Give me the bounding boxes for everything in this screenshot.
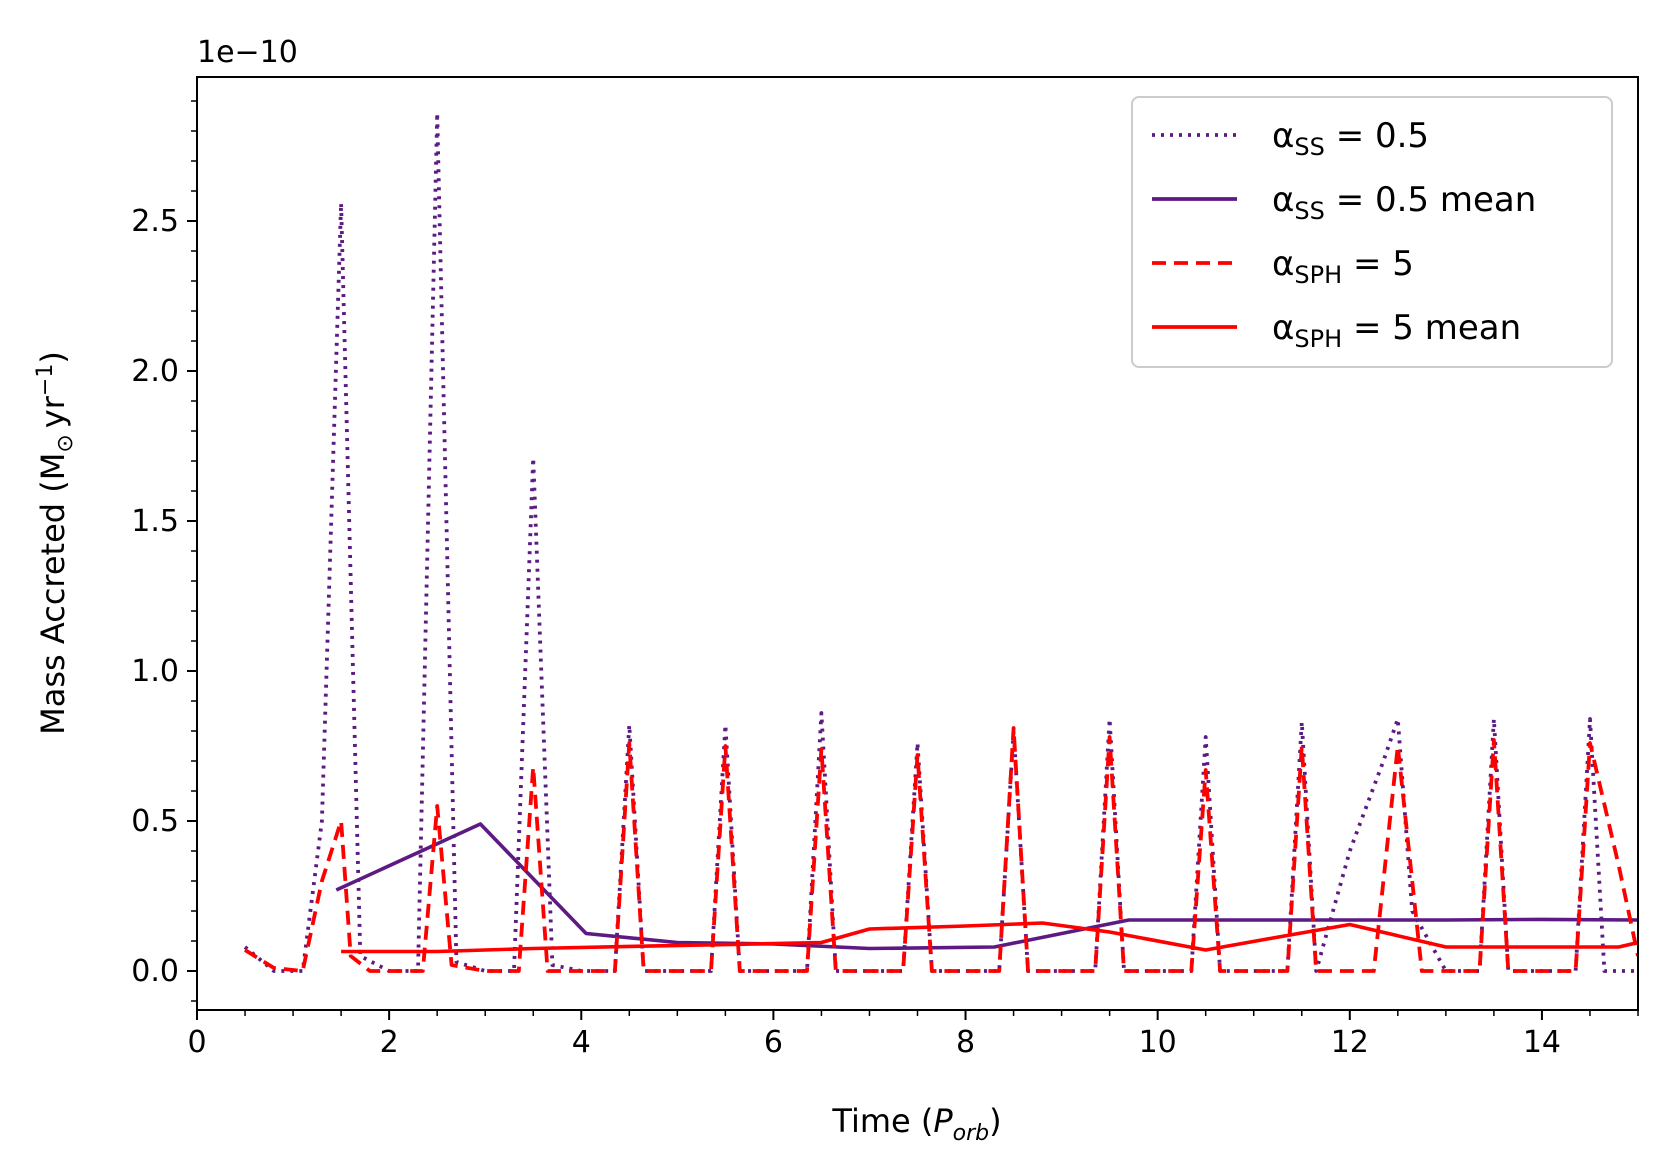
legend-label-2: αSPH = 5 bbox=[1272, 244, 1414, 289]
series-line-1 bbox=[335, 822, 1638, 951]
legend: αSS = 0.5 αSS = 0.5 mean αSPH = 5 αSPH = 5 … bbox=[1131, 96, 1613, 368]
y-axis-label-sup: −1 bbox=[33, 364, 58, 396]
x-tick-label: 0 bbox=[187, 1025, 206, 1060]
x-axis-label: Time (Porb) bbox=[831, 1102, 1001, 1146]
legend-label-0: αSS = 0.5 bbox=[1272, 116, 1429, 161]
x-axis-label-suffix: ) bbox=[989, 1102, 1001, 1140]
y-tick-label: 2.0 bbox=[131, 354, 179, 389]
x-tick-label: 8 bbox=[956, 1025, 975, 1060]
y-tick-label: 0.5 bbox=[131, 804, 179, 839]
x-tick-label: 14 bbox=[1523, 1025, 1561, 1060]
legend-label-1: αSS = 0.5 mean bbox=[1272, 180, 1536, 225]
x-tick-label: 12 bbox=[1331, 1025, 1369, 1060]
x-tick-label: 10 bbox=[1139, 1025, 1177, 1060]
x-tick-label: 2 bbox=[380, 1025, 399, 1060]
y-tick-label: 0.0 bbox=[131, 954, 179, 989]
x-axis-label-var: P bbox=[933, 1102, 953, 1140]
x-tick-label: 4 bbox=[572, 1025, 591, 1060]
y-axis-label-sun: ⊙ bbox=[53, 434, 78, 452]
y-axis-label-main: Mass Accreted (M bbox=[34, 453, 72, 735]
y-axis-label-unit: yr bbox=[34, 395, 72, 428]
y-scale-label: 1e−10 bbox=[197, 35, 298, 70]
series-line-2 bbox=[243, 726, 1638, 973]
series-line-3 bbox=[341, 921, 1638, 954]
y-axis-label: Mass Accreted (M⊙ yr−1) bbox=[33, 351, 78, 735]
legend-box bbox=[1131, 96, 1613, 368]
x-axis-label-prefix: Time ( bbox=[831, 1102, 933, 1140]
x-axis-label-sub: orb bbox=[953, 1121, 989, 1146]
x-tick-label: 6 bbox=[764, 1025, 783, 1060]
legend-label-3: αSPH = 5 mean bbox=[1272, 308, 1521, 353]
y-tick-label: 1.5 bbox=[131, 504, 179, 539]
y-tick-label: 1.0 bbox=[131, 654, 179, 689]
y-axis-label-close: ) bbox=[34, 351, 72, 363]
y-tick-label: 2.5 bbox=[131, 204, 179, 239]
